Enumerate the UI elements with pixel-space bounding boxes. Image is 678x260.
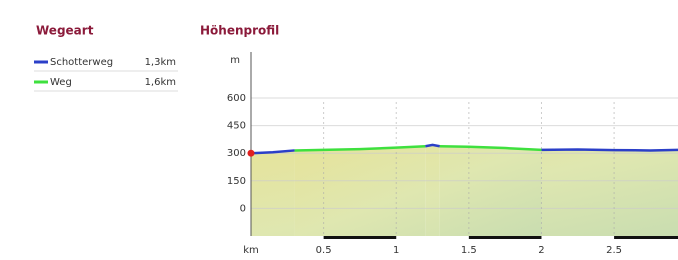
legend-label: Weg <box>50 77 72 88</box>
legend: Schotterweg 1,3km Weg 1,6km <box>34 57 178 91</box>
legend-label: Schotterweg <box>50 57 113 68</box>
y-tick-label: 600 <box>227 93 246 104</box>
x-tick-label: 2 <box>538 245 544 256</box>
y-tick-label: 300 <box>227 148 246 159</box>
legend-length: 1,6km <box>145 77 176 88</box>
scale-bar <box>324 236 397 239</box>
x-axis-label: km <box>243 245 259 256</box>
y-tick-label: 450 <box>227 121 246 132</box>
scale-bar <box>469 236 542 239</box>
x-tick-label: 1.5 <box>461 245 477 256</box>
y-tick-label: 150 <box>227 176 246 187</box>
y-tick-label: 0 <box>240 203 246 214</box>
elevation-area <box>295 146 542 236</box>
start-marker <box>248 150 255 157</box>
chart-title: Höhenprofil <box>200 24 279 38</box>
x-tick-label: 0.5 <box>316 245 332 256</box>
legend-title: Wegeart <box>36 24 94 38</box>
plot: 0 150 300 450 600 0.5 1 1.5 2 2.5 m km <box>227 52 678 256</box>
y-axis-label: m <box>230 55 240 66</box>
legend-length: 1,3km <box>145 57 176 68</box>
x-tick-label: 2.5 <box>606 245 622 256</box>
x-tick-label: 1 <box>393 245 399 256</box>
screen: Wegeart Höhenprofil Schotterweg 1,3km Weg 1… <box>0 0 678 256</box>
scale-bar <box>614 236 678 239</box>
page: {"legend": {"title": "Wegeart"}, "chart_… <box>0 0 678 256</box>
